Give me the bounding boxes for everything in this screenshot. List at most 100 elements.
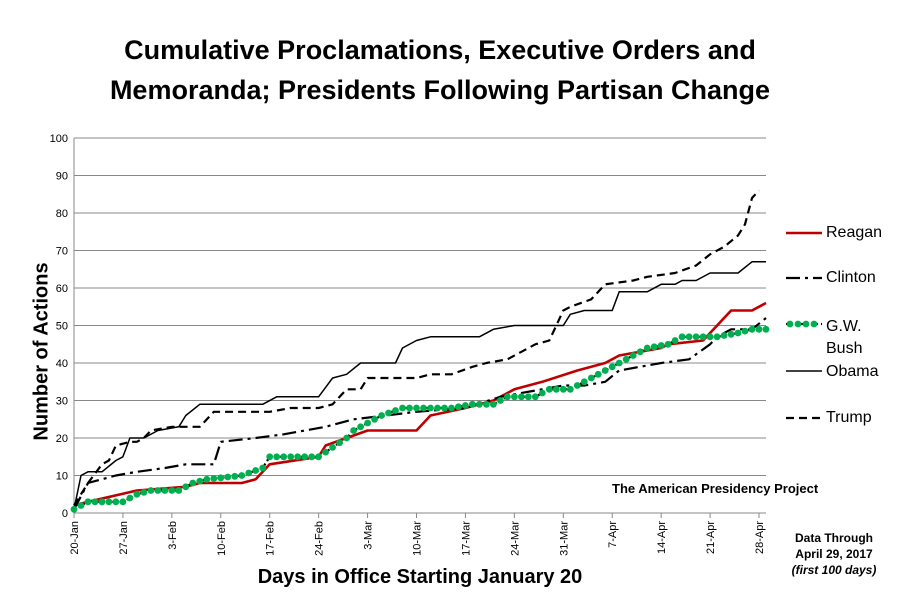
series-marker-g-w-bush <box>245 469 253 477</box>
series-marker-g-w-bush <box>490 400 497 408</box>
series-marker-g-w-bush <box>294 453 302 461</box>
series-marker-g-w-bush <box>531 393 539 401</box>
series-marker-g-w-bush <box>692 333 700 341</box>
series-marker-g-w-bush <box>727 330 735 338</box>
x-tick-label-3-Mar: 3-Mar <box>363 521 375 550</box>
y-tick-label-10: 10 <box>56 471 68 483</box>
series-marker-g-w-bush <box>643 344 651 352</box>
series-marker-g-w-bush <box>182 483 190 491</box>
series-line-obama <box>73 261 766 510</box>
series-marker-g-w-bush <box>755 325 763 333</box>
x-tick-label-24-Feb: 24-Feb <box>314 521 326 556</box>
series-marker-g-w-bush <box>84 498 92 506</box>
series-marker-g-w-bush <box>322 448 329 456</box>
legend-marker-g-w-bush <box>794 320 802 328</box>
series-marker-g-w-bush <box>629 352 637 359</box>
legend-marker-g-w-bush <box>786 320 794 328</box>
data-note-line1: Data Through <box>795 531 873 545</box>
series-marker-g-w-bush <box>671 337 679 344</box>
legend-label-clinton: Clinton <box>826 269 876 286</box>
series-marker-g-w-bush <box>70 505 78 513</box>
series-lines <box>70 189 770 513</box>
series-line-clinton <box>73 317 767 510</box>
series-marker-g-w-bush <box>622 355 630 363</box>
series-marker-g-w-bush <box>587 374 595 382</box>
series-marker-g-w-bush <box>280 453 288 461</box>
series-marker-g-w-bush <box>343 434 350 442</box>
series-marker-g-w-bush <box>203 475 211 483</box>
series-marker-g-w-bush <box>238 472 246 479</box>
x-tick-label-20-Jan: 20-Jan <box>69 521 81 555</box>
series-marker-g-w-bush <box>706 333 714 341</box>
y-tick-label-90: 90 <box>56 171 68 183</box>
data-note-line2: April 29, 2017 <box>795 547 873 561</box>
series-marker-g-w-bush <box>189 479 197 487</box>
legend-label-reagan: Reagan <box>826 224 883 241</box>
series-marker-g-w-bush <box>154 487 162 494</box>
series-marker-g-w-bush <box>657 342 665 349</box>
series-marker-g-w-bush <box>483 400 490 408</box>
chart-title-line2: Memoranda; Presidents Following Partisan… <box>109 75 771 105</box>
series-marker-g-w-bush <box>259 464 267 472</box>
series-marker-g-w-bush <box>399 404 406 412</box>
y-tick-label-20: 20 <box>56 433 68 445</box>
series-marker-g-w-bush <box>217 474 225 482</box>
series-marker-g-w-bush <box>720 332 728 339</box>
series-marker-g-w-bush <box>392 407 399 414</box>
x-tick-label-31-Mar: 31-Mar <box>558 521 570 556</box>
series-marker-g-w-bush <box>685 333 693 341</box>
x-tick-label-3-Feb: 3-Feb <box>167 521 179 550</box>
series-marker-g-w-bush <box>147 487 155 494</box>
legend <box>786 231 822 420</box>
series-marker-g-w-bush <box>105 498 113 506</box>
x-tick-label-24-Mar: 24-Mar <box>509 521 521 556</box>
series-marker-g-w-bush <box>413 404 420 412</box>
series-marker-g-w-bush <box>594 370 602 378</box>
series-marker-g-w-bush <box>126 494 134 502</box>
series-marker-g-w-bush <box>462 402 469 409</box>
legend-label-gwbush: G.W. Bush <box>826 318 863 357</box>
series-marker-g-w-bush <box>175 487 183 494</box>
x-tick-labels: 20-Jan 27-Jan 3-Feb 10-Feb 17-Feb 24-Feb 3-Mar… <box>69 521 766 556</box>
series-marker-g-w-bush <box>636 348 644 356</box>
y-tick-label-70: 70 <box>56 246 68 258</box>
series-marker-g-w-bush <box>538 389 546 397</box>
series-marker-g-w-bush <box>573 382 581 389</box>
x-tick-label-27-Jan: 27-Jan <box>118 521 130 555</box>
series-marker-g-w-bush <box>357 423 364 431</box>
series-marker-g-w-bush <box>308 453 316 461</box>
y-tick-label-100: 100 <box>50 133 68 145</box>
y-tick-label-80: 80 <box>56 208 68 220</box>
series-marker-g-w-bush <box>580 378 588 386</box>
series-marker-g-w-bush <box>518 393 525 401</box>
series-marker-g-w-bush <box>119 498 127 506</box>
grid-lines <box>73 137 766 518</box>
legend-marker-g-w-bush <box>810 320 818 328</box>
series-marker-g-w-bush <box>273 453 281 461</box>
series-marker-g-w-bush <box>511 393 518 401</box>
series-marker-g-w-bush <box>406 404 413 412</box>
series-marker-g-w-bush <box>77 502 85 509</box>
series-marker-g-w-bush <box>441 404 448 412</box>
series-marker-g-w-bush <box>196 477 204 485</box>
y-tick-label-30: 30 <box>56 396 68 408</box>
series-marker-g-w-bush <box>476 400 483 408</box>
series-marker-g-w-bush <box>224 473 232 481</box>
series-marker-g-w-bush <box>552 385 560 393</box>
series-marker-g-w-bush <box>427 404 434 412</box>
data-note-line3: (first 100 days) <box>791 563 877 577</box>
y-tick-label-50: 50 <box>56 321 68 333</box>
series-marker-g-w-bush <box>98 498 106 506</box>
series-marker-g-w-bush <box>350 427 357 434</box>
series-marker-g-w-bush <box>608 363 616 371</box>
series-marker-g-w-bush <box>266 453 274 461</box>
series-marker-g-w-bush <box>448 404 455 412</box>
series-marker-g-w-bush <box>161 487 169 494</box>
series-marker-g-w-bush <box>231 472 239 480</box>
series-marker-g-w-bush <box>210 475 218 482</box>
x-tick-label-21-Apr: 21-Apr <box>705 521 717 554</box>
series-marker-g-w-bush <box>252 467 260 474</box>
series-marker-g-w-bush <box>112 498 120 506</box>
series-marker-g-w-bush <box>364 419 371 427</box>
